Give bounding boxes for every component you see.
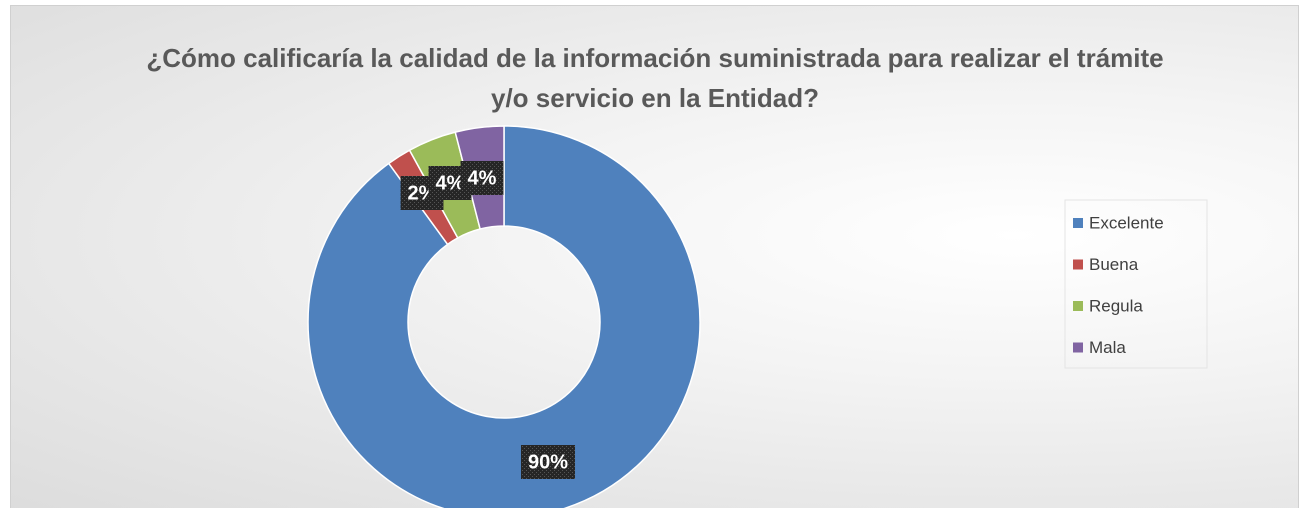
legend-label: Regula bbox=[1089, 296, 1143, 315]
data-label-bg bbox=[520, 445, 576, 479]
legend-label: Excelente bbox=[1089, 213, 1164, 232]
data-label-bg bbox=[460, 161, 504, 195]
data-label: 4% bbox=[468, 167, 497, 189]
data-label: 4% bbox=[436, 172, 465, 194]
legend-box bbox=[1064, 199, 1208, 369]
legend-swatch bbox=[1073, 342, 1083, 353]
legend-swatch bbox=[1073, 259, 1083, 270]
legend-label: Mala bbox=[1089, 338, 1126, 357]
legend-swatch bbox=[1073, 301, 1083, 311]
data-label: 90% bbox=[528, 451, 568, 473]
legend-swatch bbox=[1073, 218, 1083, 228]
donut-segment bbox=[307, 125, 701, 508]
legend-label: Buena bbox=[1089, 255, 1139, 274]
chart-title: ¿Cómo calificaría la calidad de la infor… bbox=[146, 43, 1164, 113]
